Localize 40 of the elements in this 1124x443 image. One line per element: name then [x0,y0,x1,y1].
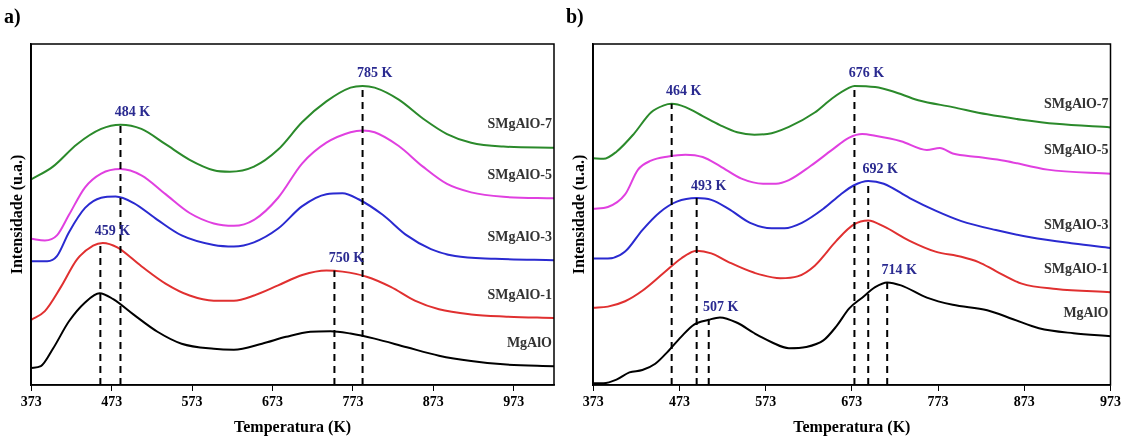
x-tick-label: 373 [20,394,42,410]
x-tick-label: 773 [927,394,949,410]
series-label: SMgAlO-7 [1043,96,1109,112]
annotation: 692 K [862,160,899,176]
series-label: SMgAlO-1 [487,286,552,302]
x-axis-title: Temperatura (K) [793,417,911,436]
x-tick-label: 773 [342,394,364,410]
series-label: SMgAlO-3 [487,228,552,244]
annotation: 785 K [356,65,393,81]
x-tick-label: 873 [422,394,444,410]
series-label: SMgAlO-5 [1043,142,1109,158]
x-tick-label: 973 [503,394,525,410]
series-label: SMgAlO-5 [487,166,552,182]
x-tick-label: 673 [841,394,863,410]
x-tick-label: 373 [582,394,604,410]
annotation: 676 K [848,65,885,81]
series-label: SMgAlO-7 [487,116,552,132]
x-tick-label: 573 [755,394,777,410]
x-tick-label: 973 [1100,394,1121,410]
chart-title: b) [566,5,584,29]
annotation: 714 K [881,262,917,278]
x-tick-label: 873 [1013,394,1035,410]
x-axis-title: Temperatura (K) [234,417,352,436]
series-label: SMgAlO-1 [1043,260,1109,276]
x-tick-label: 573 [181,394,203,410]
series-label: SMgAlO-3 [1043,216,1109,232]
annotation: 750 K [328,250,365,266]
y-axis-title: Intensidade (u.a.) [569,154,588,275]
chart-title: a) [4,5,21,29]
series-label: MgAlO [1063,304,1109,320]
x-tick-label: 473 [668,394,690,410]
x-tick-label: 473 [101,394,123,410]
annotation: 464 K [665,83,702,99]
annotation: 507 K [703,299,739,315]
annotation: 459 K [94,222,131,238]
annotation: 484 K [114,104,151,120]
annotation: 493 K [690,177,727,193]
y-axis-title: Intensidade (u.a.) [7,154,26,275]
x-tick-label: 673 [261,394,283,410]
series-label: MgAlO [506,334,553,350]
